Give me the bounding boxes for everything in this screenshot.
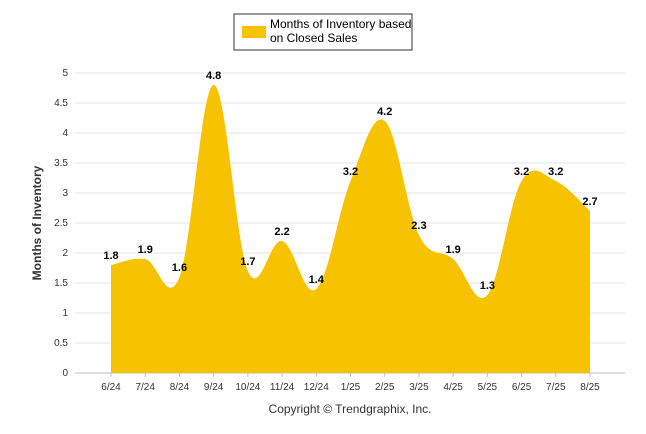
data-label: 3.2: [548, 166, 563, 178]
data-label: 1.4: [309, 274, 325, 286]
data-label: 1.9: [445, 244, 460, 256]
x-tick-label: 7/25: [546, 382, 566, 393]
x-axis: 6/24 7/24 8/24 9/24 10/24 11/24 12/24 1/25 2/25 3…: [101, 373, 600, 393]
x-tick-label: 8/24: [170, 382, 190, 393]
x-tick-label: 4/25: [443, 382, 463, 393]
legend-swatch: [242, 26, 266, 38]
data-label: 2.7: [582, 196, 597, 208]
x-tick-label: 3/25: [409, 382, 429, 393]
y-axis: 0 0.5 1 1.5 2 2.5 3 3.5 4 4.5 5: [54, 68, 68, 379]
data-labels: 1.8 1.9 1.6 4.8 1.7 2.2 1.4 3.2 4.2 2.3 1.9 1.3 3.2 3…: [103, 70, 597, 292]
data-label: 2.2: [274, 226, 289, 238]
y-tick-label: 0.5: [54, 338, 68, 349]
y-tick-label: 1: [62, 308, 68, 319]
x-tick-label: 8/25: [580, 382, 600, 393]
x-tick-label: 6/24: [101, 382, 121, 393]
y-tick-label: 3: [62, 188, 68, 199]
data-label: 4.2: [377, 106, 392, 118]
x-tick-label: 2/25: [375, 382, 395, 393]
y-tick-label: 2: [62, 248, 68, 259]
data-label: 1.9: [138, 244, 153, 256]
y-tick-label: 4: [62, 128, 68, 139]
x-tick-label: 7/24: [135, 382, 155, 393]
data-label: 1.6: [172, 262, 187, 274]
x-tick-label: 12/24: [304, 382, 329, 393]
copyright-footer: Copyright © Trendgraphix, Inc.: [269, 402, 432, 416]
area-series: [111, 84, 590, 374]
y-tick-label: 1.5: [54, 278, 68, 289]
data-label: 3.2: [343, 166, 358, 178]
y-tick-label: 4.5: [54, 98, 68, 109]
y-tick-label: 5: [62, 68, 68, 79]
data-label: 2.3: [411, 220, 426, 232]
data-label: 4.8: [206, 70, 221, 82]
x-tick-label: 1/25: [341, 382, 361, 393]
x-tick-label: 5/25: [478, 382, 498, 393]
legend: Months of Inventory based on Closed Sale…: [233, 13, 413, 51]
y-tick-label: 2.5: [54, 218, 68, 229]
data-label: 1.3: [480, 280, 495, 292]
x-tick-label: 10/24: [235, 382, 260, 393]
y-tick-label: 0: [62, 368, 68, 379]
y-tick-label: 3.5: [54, 158, 68, 169]
x-tick-label: 9/24: [204, 382, 224, 393]
data-label: 1.8: [103, 250, 118, 262]
data-label: 3.2: [514, 166, 529, 178]
legend-label-line-1: Months of Inventory based: [270, 17, 411, 31]
x-tick-label: 11/24: [270, 382, 295, 393]
legend-label-line-2: on Closed Sales: [270, 31, 357, 45]
data-label: 1.7: [240, 256, 255, 268]
x-tick-label: 6/25: [512, 382, 532, 393]
y-axis-title: Months of Inventory: [30, 165, 44, 280]
